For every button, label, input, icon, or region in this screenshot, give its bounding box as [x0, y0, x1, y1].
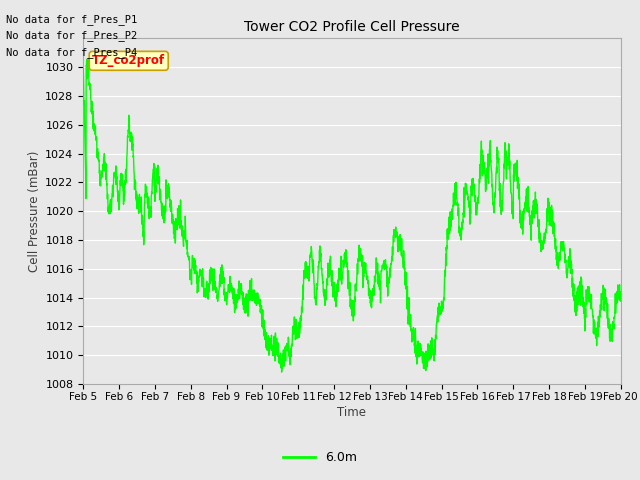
Text: No data for f_Pres_P1: No data for f_Pres_P1 [6, 13, 138, 24]
Title: Tower CO2 Profile Cell Pressure: Tower CO2 Profile Cell Pressure [244, 21, 460, 35]
X-axis label: Time: Time [337, 406, 367, 419]
Y-axis label: Cell Pressure (mBar): Cell Pressure (mBar) [28, 151, 41, 272]
Text: No data for f_Pres_P4: No data for f_Pres_P4 [6, 47, 138, 58]
Text: TZ_co2prof: TZ_co2prof [92, 54, 165, 67]
Legend: 6.0m: 6.0m [278, 446, 362, 469]
Text: No data for f_Pres_P2: No data for f_Pres_P2 [6, 30, 138, 41]
